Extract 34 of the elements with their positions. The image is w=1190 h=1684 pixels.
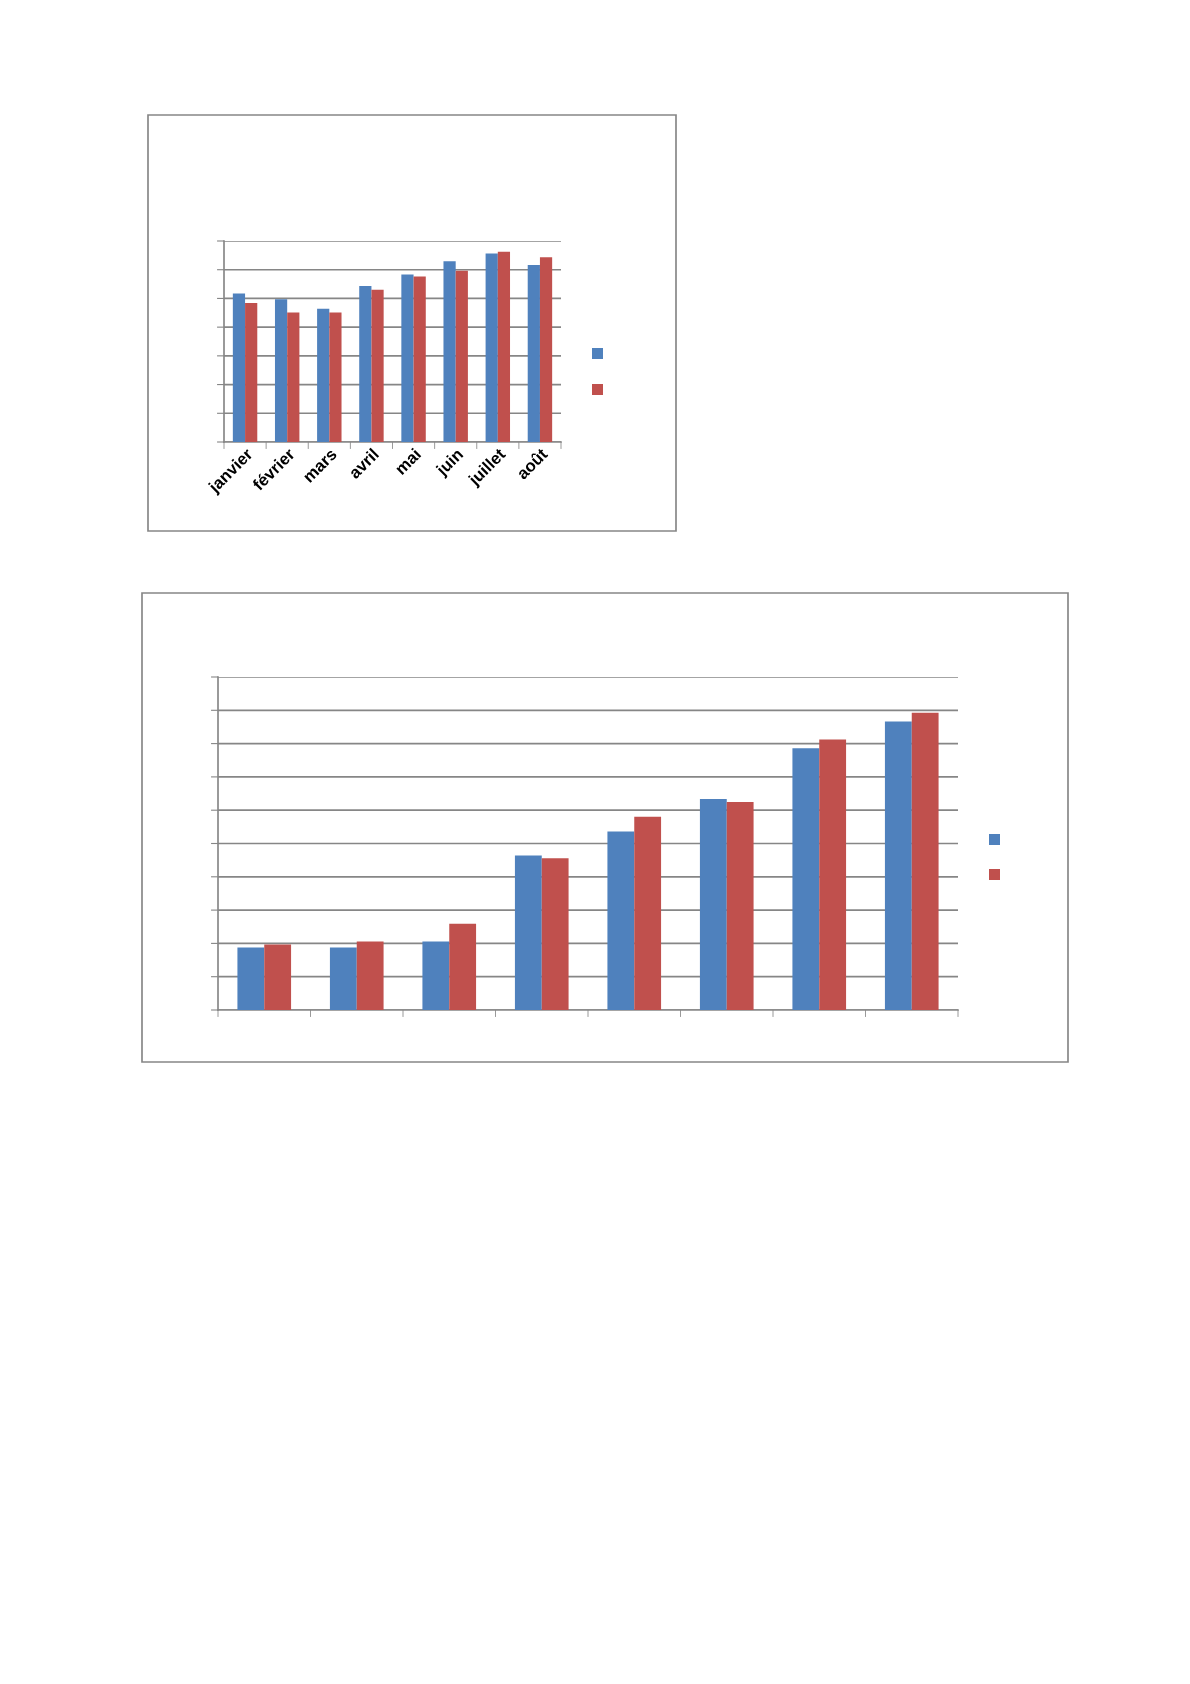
bar (911, 712, 939, 1010)
bar (607, 831, 635, 1010)
bar (356, 941, 384, 1010)
bar (287, 312, 300, 442)
bar (541, 858, 569, 1010)
bar (527, 264, 540, 442)
bar (401, 274, 414, 442)
bar (699, 798, 727, 1010)
bar (485, 253, 498, 442)
bar (449, 923, 477, 1010)
bar (455, 270, 468, 442)
x-tick-label: mai (394, 447, 422, 476)
bar (237, 947, 265, 1010)
bar (497, 251, 511, 442)
bar (264, 944, 292, 1010)
bar (359, 285, 372, 442)
bar (819, 739, 847, 1010)
bar (514, 855, 542, 1010)
bar (317, 308, 330, 442)
bar (884, 721, 912, 1010)
bar (422, 941, 450, 1010)
bar (232, 293, 246, 442)
x-tick-label: juin (434, 447, 466, 479)
bar (792, 748, 820, 1010)
bar (329, 312, 342, 442)
bar (329, 947, 357, 1010)
bar (371, 289, 384, 442)
bar (245, 303, 258, 442)
bar (274, 299, 288, 442)
bar (539, 257, 553, 442)
bar (726, 801, 754, 1010)
bar (634, 816, 662, 1010)
bar (413, 276, 426, 442)
bar (443, 261, 456, 442)
